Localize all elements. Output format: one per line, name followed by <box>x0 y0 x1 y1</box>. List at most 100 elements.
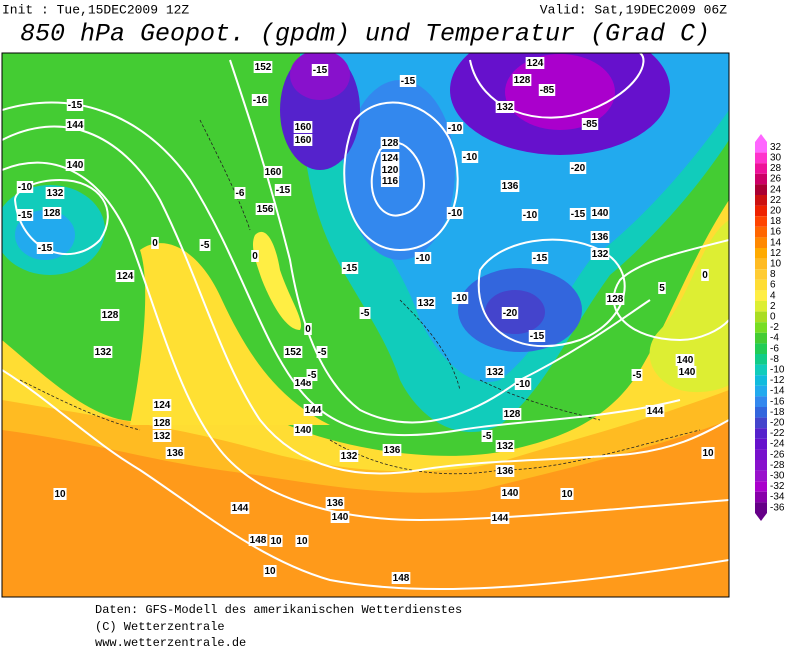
contour-label: 0 <box>252 251 258 262</box>
label-box <box>590 207 610 219</box>
label-box <box>230 502 250 514</box>
label-box <box>45 187 65 199</box>
contour-label: -15 <box>313 65 328 76</box>
contour-label: 128 <box>154 418 171 429</box>
label-box <box>152 417 172 429</box>
legend-label: 22 <box>770 195 782 206</box>
legend-label: 32 <box>770 142 782 153</box>
temp-field <box>345 80 455 260</box>
init-time: Init : Tue,15DEC2009 12Z <box>2 2 189 17</box>
map-title: 850 hPa Geopot. (gpdm) und Temperatur (G… <box>20 20 710 49</box>
legend-swatch <box>755 248 767 259</box>
label-box <box>528 330 546 342</box>
contour-label: 120 <box>382 165 399 176</box>
label-box <box>274 184 292 196</box>
contour-label: 144 <box>232 503 249 514</box>
contour-label: 128 <box>504 409 521 420</box>
label-box <box>590 248 610 260</box>
label-box <box>380 164 400 176</box>
contour <box>2 369 729 591</box>
contour-label: -10 <box>523 210 538 221</box>
legend-swatch <box>755 290 767 301</box>
label-box <box>500 487 520 499</box>
legend-label: -20 <box>770 418 785 429</box>
label-box <box>306 369 318 381</box>
contour-label: -85 <box>583 119 598 130</box>
label-box <box>234 187 246 199</box>
contour-label: 128 <box>514 75 531 86</box>
contour-label: 0 <box>702 270 708 281</box>
legend-swatch <box>755 216 767 227</box>
label-box <box>100 309 120 321</box>
label-box <box>295 535 309 547</box>
contour-label: 144 <box>67 120 84 131</box>
label-box <box>391 572 411 584</box>
legend-label: -26 <box>770 449 785 460</box>
label-box <box>293 134 313 146</box>
contour <box>469 53 645 119</box>
label-box <box>93 346 113 358</box>
contour-label: -15 <box>343 263 358 274</box>
label-box <box>311 64 329 76</box>
label-box <box>66 99 84 111</box>
label-box <box>269 535 283 547</box>
contour-label: -20 <box>571 163 586 174</box>
label-box <box>538 84 556 96</box>
contour-label: 148 <box>250 535 267 546</box>
legend-label: -32 <box>770 481 785 492</box>
label-box <box>495 465 515 477</box>
label-box <box>248 534 268 546</box>
contour-label: 124 <box>382 153 399 164</box>
label-box <box>263 565 277 577</box>
contour-label: -10 <box>448 123 463 134</box>
legend-swatch <box>755 354 767 365</box>
contour-label: 136 <box>502 181 519 192</box>
label-box <box>605 293 625 305</box>
contour-label: -5 <box>318 347 327 358</box>
legend-swatch <box>755 322 767 333</box>
contour-label: -15 <box>530 331 545 342</box>
contour-label: 10 <box>296 536 308 547</box>
legend-label: 8 <box>770 269 776 280</box>
label-box <box>251 250 259 262</box>
legend-swatch <box>755 237 767 248</box>
legend-label: -16 <box>770 396 785 407</box>
legend-swatch <box>755 417 767 429</box>
label-box <box>514 378 532 390</box>
contour-label: 136 <box>327 498 344 509</box>
label-box <box>675 354 695 366</box>
footer-line: www.wetterzentrale.de <box>95 636 246 648</box>
legend-label: -18 <box>770 407 785 418</box>
contour-label: 124 <box>527 58 544 69</box>
contour-label: 124 <box>154 400 171 411</box>
temp-field <box>290 53 350 100</box>
label-box <box>255 203 275 215</box>
contour-label: 132 <box>497 441 514 452</box>
legend-swatch <box>755 343 767 354</box>
label-box <box>330 511 350 523</box>
label-box <box>569 208 587 220</box>
label-box <box>151 237 159 249</box>
label-box <box>414 252 432 264</box>
label-box <box>495 101 515 113</box>
temp-field <box>252 231 301 330</box>
contour-label: 160 <box>295 122 312 133</box>
label-box <box>283 346 303 358</box>
legend-swatch <box>755 269 767 280</box>
contour-label: 144 <box>492 513 509 524</box>
contour-label: 10 <box>264 566 276 577</box>
legend-label: 26 <box>770 174 782 185</box>
legend-swatch <box>755 311 767 323</box>
legend-label: -6 <box>770 343 779 354</box>
label-box <box>359 307 371 319</box>
contour-label: 10 <box>702 448 714 459</box>
label-box <box>446 122 464 134</box>
legend-label: 24 <box>770 184 782 195</box>
contour-label: 140 <box>679 367 696 378</box>
label-box <box>485 366 505 378</box>
contour-label: 160 <box>265 167 282 178</box>
label-box <box>399 75 417 87</box>
label-box <box>380 152 400 164</box>
contour <box>2 125 729 475</box>
footer-line: Daten: GFS-Modell des amerikanischen Wet… <box>95 603 462 617</box>
